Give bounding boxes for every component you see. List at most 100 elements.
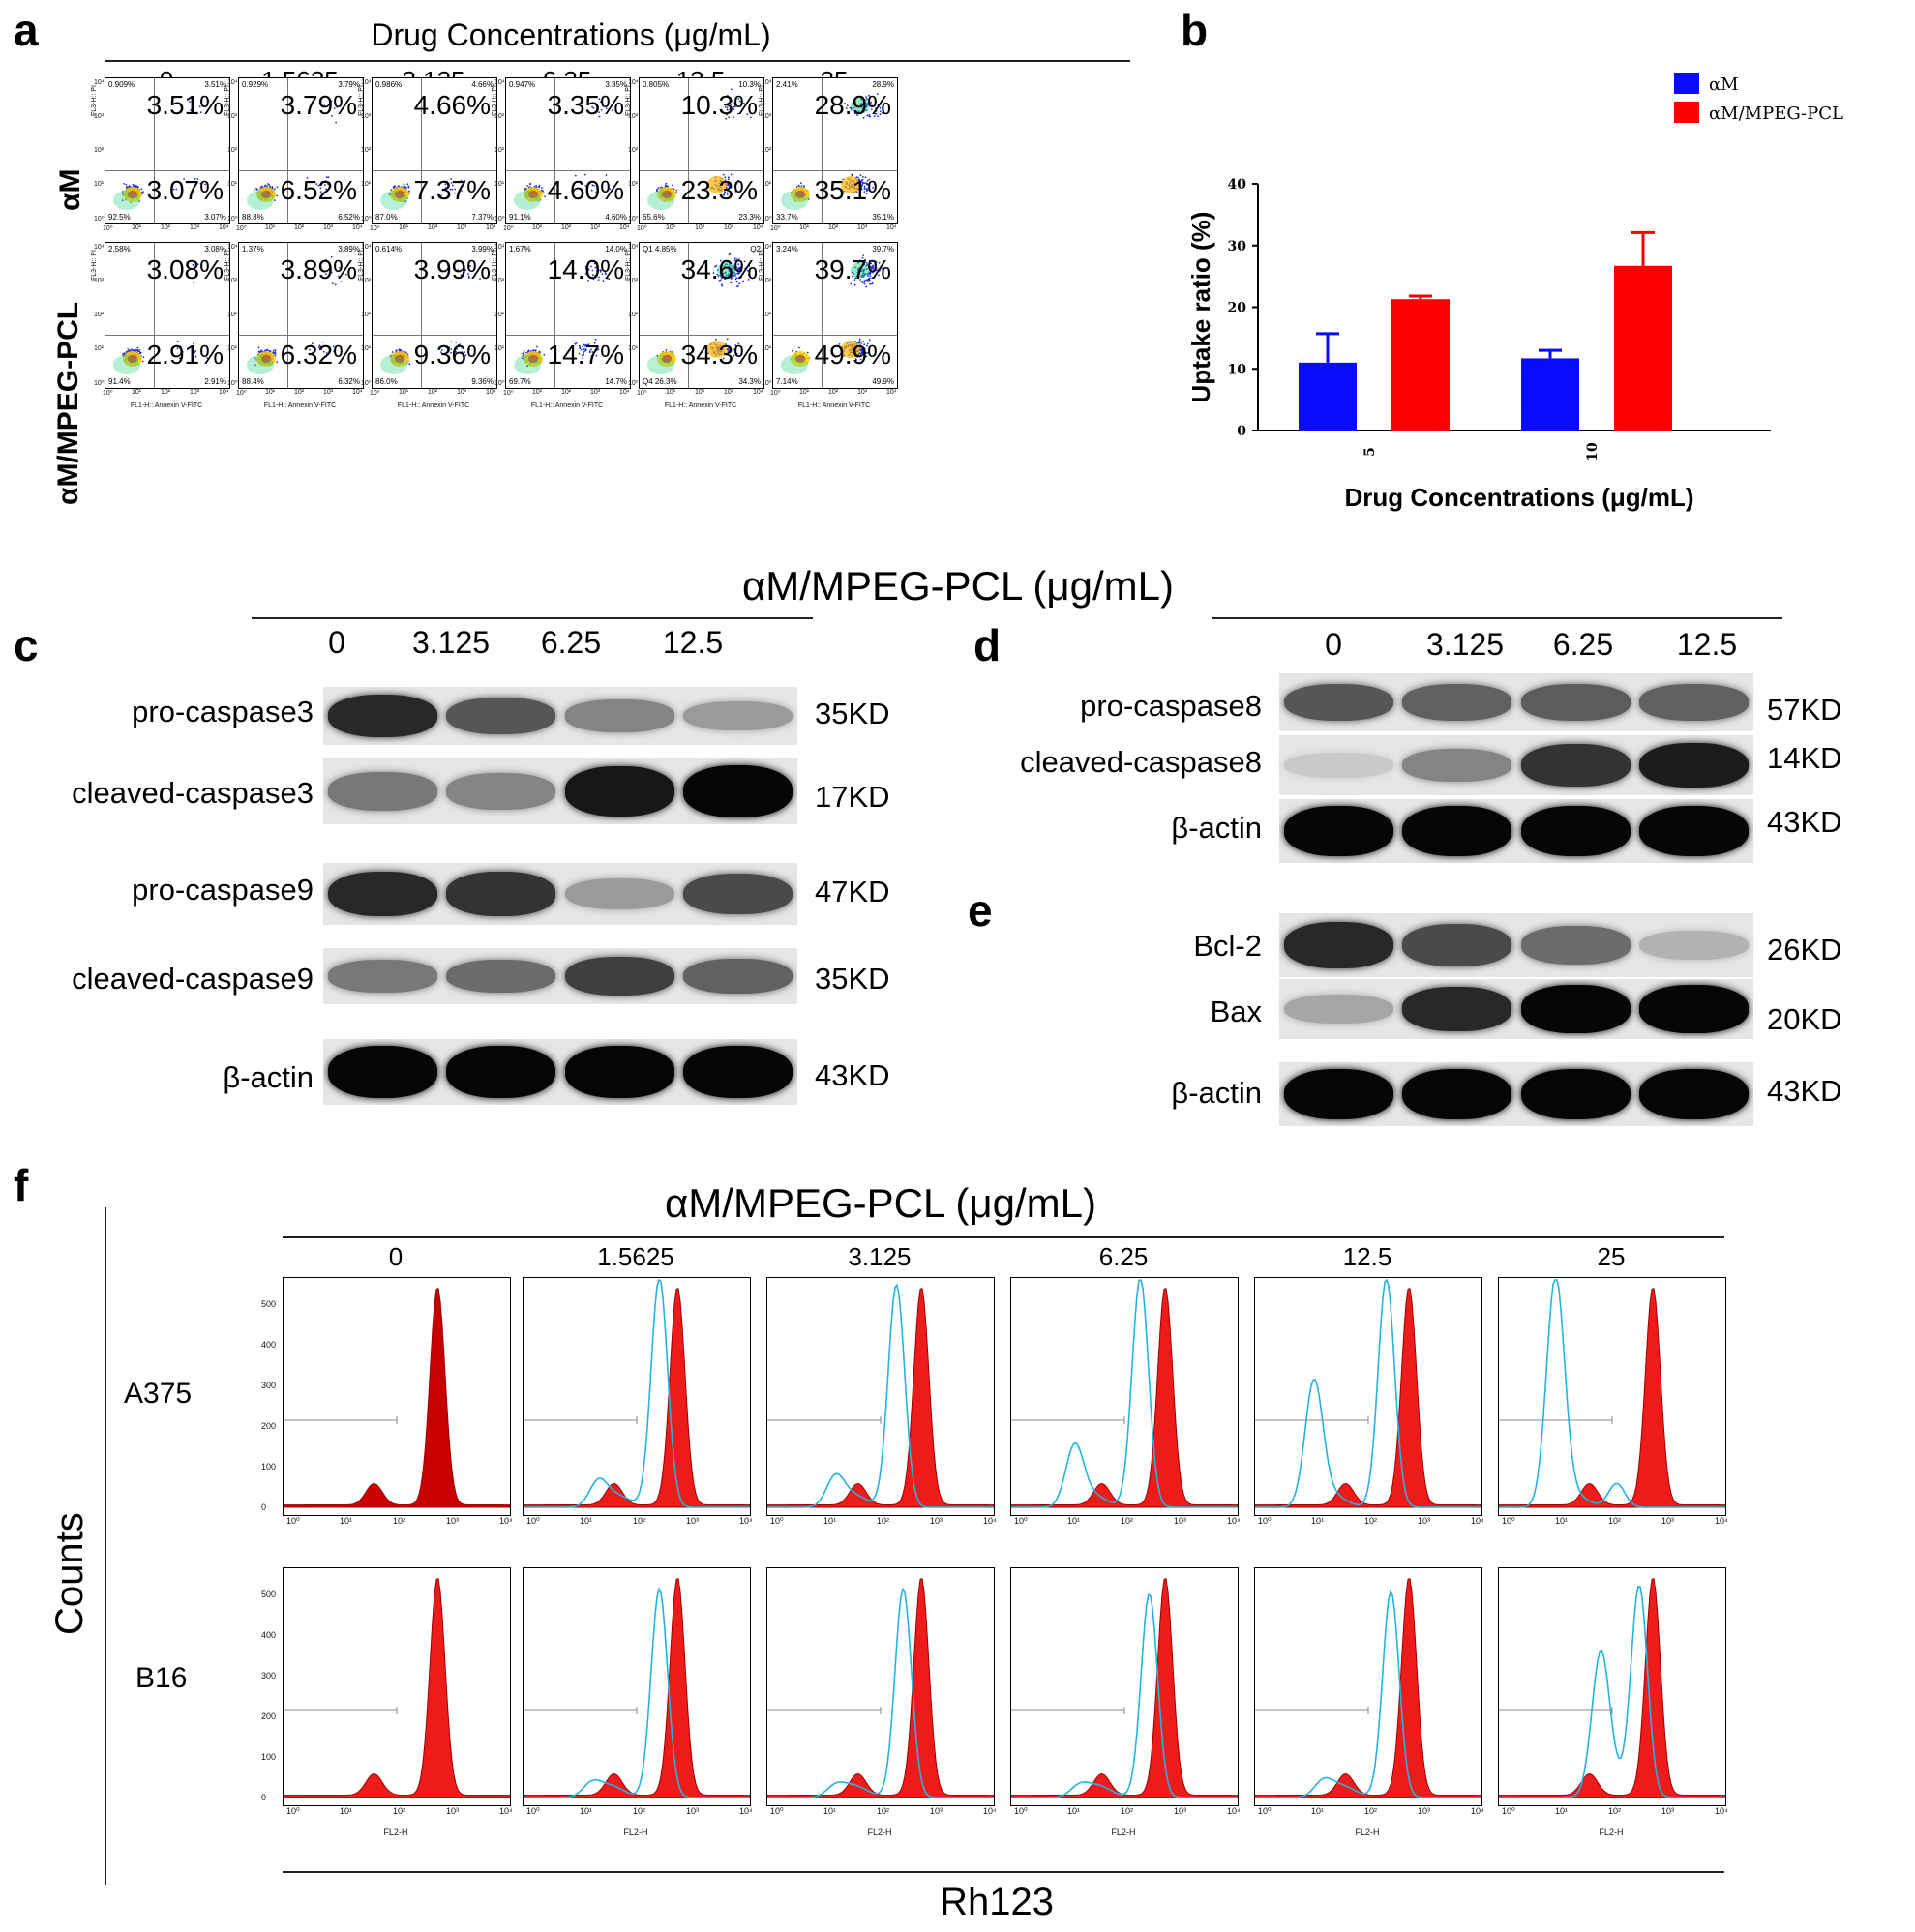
quadrant-ll-value: 86.0% xyxy=(375,377,398,386)
histogram-svg xyxy=(524,1577,750,1798)
panel-d-header-line xyxy=(1212,617,1782,619)
flow-plot-x-tick: 10³ xyxy=(457,224,467,231)
panel-c-blot-strip xyxy=(323,687,797,745)
panel-f-concentration-label: 3.125 xyxy=(848,1242,912,1271)
panel-e-blot-strip-band xyxy=(1520,1068,1631,1120)
histogram-svg xyxy=(1011,1279,1238,1508)
flow-plot-x-tick: 10² xyxy=(161,389,171,396)
histogram-x-tick: 10¹ xyxy=(340,1806,353,1816)
panel-c-blot-strip xyxy=(323,758,797,824)
flow-plot-y-tick: 10³ xyxy=(628,113,639,120)
treated-histogram-outline xyxy=(1499,1585,1725,1798)
panel-d-blot-label: pro-caspase8 xyxy=(1080,689,1262,723)
quadrant-horizontal-gate xyxy=(239,335,363,336)
histogram-x-tick: 10⁰ xyxy=(1258,1806,1272,1816)
histogram-x-tick: 10³ xyxy=(686,1516,700,1526)
panel-c-kd-label: 47KD xyxy=(815,875,890,908)
flow-plot-x-tick: 10⁴ xyxy=(753,224,763,231)
flow-plot-x-tick: 10⁰ xyxy=(370,225,380,232)
quadrant-ur-value: 39.7% xyxy=(872,245,894,253)
control-histogram-filled xyxy=(1255,1287,1481,1508)
y-tick-label: 10 xyxy=(1228,362,1247,377)
quadrant-upper-right-percent: 3.79% xyxy=(280,90,357,120)
flow-plot-x-tick: 10⁴ xyxy=(352,389,363,396)
flow-plot-y-tick: 10⁴ xyxy=(227,244,238,251)
flow-plot: 0.805% 10.3% 65.6% 23.3% 10.3% 23.3% xyxy=(639,77,764,224)
flow-plot-x-tick: 10⁰ xyxy=(503,390,514,397)
panel-d-kd-label: 43KD xyxy=(1767,805,1842,839)
treated-histogram-outline xyxy=(524,1278,750,1508)
flow-plot-y-axis-label: FL3-H:: PI xyxy=(625,250,632,281)
panel-d-blot-strip xyxy=(1279,735,1753,795)
flow-plot-scatter xyxy=(781,254,883,374)
histogram-x-tick: 10⁴ xyxy=(983,1516,997,1526)
histogram-x-tick: 10³ xyxy=(446,1516,460,1526)
panel-d-blot-label: cleaved-caspase8 xyxy=(1020,745,1262,779)
flow-plot-x-tick: 10³ xyxy=(190,224,200,231)
quadrant-lr-value: 34.3% xyxy=(738,377,761,386)
quadrant-upper-right-percent: 34.6% xyxy=(680,254,758,284)
panel-d-blot-strip-band xyxy=(1283,805,1393,857)
histogram-x-tick: 10² xyxy=(1364,1806,1378,1816)
flow-plot-y-tick: 10⁰ xyxy=(628,216,639,223)
flow-plot-x-tick: 10³ xyxy=(857,224,868,231)
histogram-y-tick: 500 xyxy=(261,1590,277,1599)
bar-am-5 xyxy=(1299,362,1357,431)
flow-plot-y-tick: 10⁴ xyxy=(94,244,105,251)
flow-plot-x-tick: 10³ xyxy=(190,389,200,396)
histogram-y-tick: 300 xyxy=(261,1381,277,1390)
flow-plot-scatter xyxy=(647,88,752,210)
panel-c-lane-label: 0 xyxy=(328,625,345,660)
panel-a-row-label-am-mpeg: αM/MPEG-PCL xyxy=(52,301,84,505)
quadrant-lr-value: 3.07% xyxy=(204,213,226,222)
flow-plot-y-tick: 10² xyxy=(762,312,772,318)
panel-c-blot-strip-band xyxy=(327,960,437,993)
quadrant-lr-value: 2.91% xyxy=(204,377,226,386)
quadrant-ur-value: 3.51% xyxy=(204,80,226,89)
bar-am-10 xyxy=(1521,358,1579,431)
flow-plot-scatter xyxy=(380,178,466,210)
panel-e-blot-strip-band xyxy=(1639,985,1750,1033)
flow-plot-y-tick: 10⁰ xyxy=(628,380,639,387)
quadrant-upper-right-percent: 3.08% xyxy=(146,254,224,284)
x-tick-label: 5 xyxy=(1362,447,1378,457)
quadrant-vertical-gate xyxy=(822,78,823,223)
histogram-x-axis-label: FL2-H xyxy=(1355,1828,1380,1837)
quadrant-vertical-gate xyxy=(421,78,422,223)
histogram-x-tick: 10⁴ xyxy=(1715,1516,1728,1526)
flow-plot-x-tick: 10² xyxy=(294,224,305,231)
panel-d-blot-strip-band xyxy=(1520,684,1631,721)
western-header-title: αM/MPEG-PCL (μg/mL) xyxy=(742,563,1174,609)
flow-plot-x-tick: 10¹ xyxy=(799,389,810,396)
panel-f-row-label-b16: B16 xyxy=(135,1662,188,1694)
flow-plot: 2.58% 3.08% 91.4% 2.91% 3.08% 2.91% xyxy=(105,242,230,389)
flow-plot-y-tick: 10² xyxy=(227,312,238,318)
panel-c-header-line xyxy=(252,617,813,619)
flow-plot: 2.41% 28.9% 33.7% 35.1% 28.9% 35.1% xyxy=(772,77,898,224)
histogram-x-tick: 10⁴ xyxy=(1227,1806,1241,1816)
quadrant-lower-right-percent: 2.91% xyxy=(146,340,224,370)
flow-plot-y-tick: 10⁰ xyxy=(762,216,772,223)
panel-e-blot-strip xyxy=(1279,913,1753,977)
panel-d-lane-label: 3.125 xyxy=(1425,627,1505,662)
histogram-y-tick: 200 xyxy=(261,1711,277,1721)
flow-plot-x-tick: 10³ xyxy=(590,389,601,396)
panel-a-row-label-am: αM xyxy=(54,168,86,211)
panel-e-blot-label: β-actin xyxy=(1171,1076,1262,1110)
panel-d-blot-strip xyxy=(1279,799,1753,863)
flow-plot-scatter xyxy=(380,261,481,374)
quadrant-horizontal-gate xyxy=(506,335,630,336)
flow-plot-scatter xyxy=(514,260,611,374)
panel-c-blot-strip-band xyxy=(683,700,793,731)
histogram-x-axis-label: FL2-H xyxy=(1599,1828,1624,1837)
histogram-x-tick: 10² xyxy=(1121,1806,1134,1816)
quadrant-horizontal-gate xyxy=(105,170,229,171)
histogram-x-tick: 10¹ xyxy=(823,1516,837,1526)
flow-plot-x-tick: 10¹ xyxy=(532,224,543,231)
panel-f-title: αM/MPEG-PCL (μg/mL) xyxy=(665,1180,1096,1226)
histogram-svg xyxy=(524,1278,750,1508)
panel-f-bottom-line xyxy=(283,1871,1724,1873)
histogram-x-tick: 10⁰ xyxy=(526,1806,540,1816)
flow-plot-x-tick: 10³ xyxy=(323,224,334,231)
flow-plot-y-tick: 10⁴ xyxy=(494,79,505,86)
